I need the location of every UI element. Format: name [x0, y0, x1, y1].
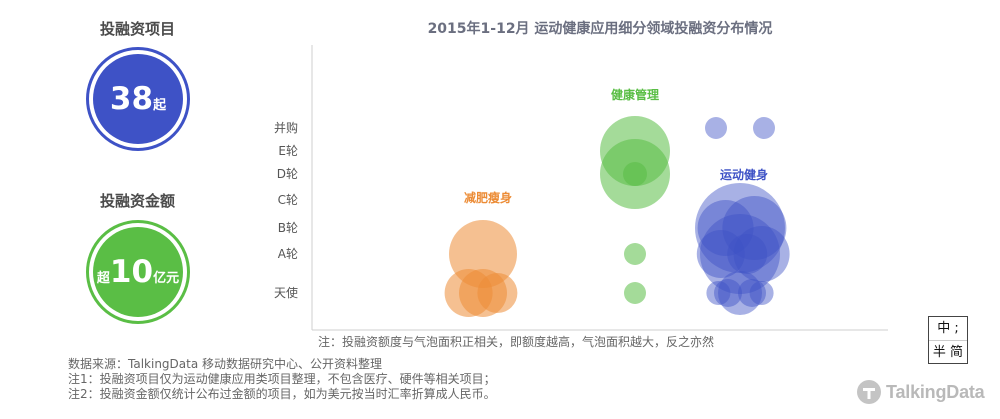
bubble-2-7 [733, 226, 790, 282]
chart-note: 注：投融资额度与气泡面积正相关，即额度越高，气泡面积越大，反之亦然 [318, 334, 714, 349]
project-count-unit: 起 [153, 98, 167, 113]
y-tick-label-6: 并购 [274, 120, 298, 135]
series-label-0: 减肥瘦身 [464, 190, 512, 205]
project-count-value: 38 [109, 81, 154, 117]
funding-amount-value: 10 [109, 254, 154, 290]
funding-amount-title: 投融资金额 [99, 192, 175, 210]
bubble-0-3 [477, 273, 518, 313]
project-count-title: 投融资项目 [99, 20, 175, 38]
bubble-2-11 [749, 281, 774, 305]
series-label-2: 运动健身 [720, 167, 768, 182]
bubble-2-6 [696, 230, 745, 278]
bubble-2-10 [706, 281, 731, 305]
funding-amount-unit: 亿元 [153, 271, 180, 286]
logo-text: TalkingData [886, 381, 985, 402]
bubble-1-3 [624, 243, 646, 265]
y-tick-label-3: C轮 [278, 193, 298, 207]
y-tick-label-4: D轮 [277, 167, 298, 181]
bubble-2-13 [738, 279, 766, 307]
talkingdata-logo: TalkingData [856, 378, 985, 406]
bubble-1-2 [623, 162, 647, 186]
bubble-2-8 [727, 234, 768, 274]
bubble-2-2 [695, 183, 785, 273]
series-label-1: 健康管理 [611, 87, 659, 102]
bubble-2-0 [705, 117, 727, 139]
talkingdata-logo-icon [857, 380, 881, 404]
bubble-2-4 [722, 196, 787, 260]
y-tick-label-5: E轮 [278, 144, 298, 158]
data-source-note: 数据来源：TalkingData 移动数据研究中心、公开资料整理 [68, 357, 383, 371]
bubble-2-3 [697, 200, 754, 256]
project-count-ring: 38 起 [86, 47, 190, 151]
ime-language-toggle[interactable]: 中 ; [937, 321, 959, 336]
ime-status-widget[interactable]: 中 ; 半 简 [928, 316, 968, 364]
bubble-1-4 [624, 282, 646, 304]
footnote-1: 注1：投融资项目仅为运动健康应用类项目整理，不包含医疗、硬件等相关项目； [68, 372, 496, 386]
bubble-2-5 [700, 214, 780, 294]
chart-title: 2015年1-12月 运动健康应用细分领域投融资分布情况 [427, 21, 773, 37]
funding-amount-ring: 超 10 亿元 [86, 220, 190, 324]
bubble-2-9 [718, 271, 762, 315]
bubble-2-1 [753, 117, 775, 139]
ime-width-toggle[interactable]: 半 简 [929, 340, 967, 364]
y-tick-label-1: A轮 [278, 247, 298, 261]
bubble-2-12 [714, 279, 742, 307]
footnote-2: 注2：投融资金额仅统计公布过金额的项目，如为美元按当时汇率折算成人民币。 [68, 387, 496, 401]
y-tick-label-0: 天使 [274, 285, 298, 300]
funding-amount-prefix: 超 [96, 271, 110, 286]
y-tick-label-2: B轮 [278, 221, 298, 235]
